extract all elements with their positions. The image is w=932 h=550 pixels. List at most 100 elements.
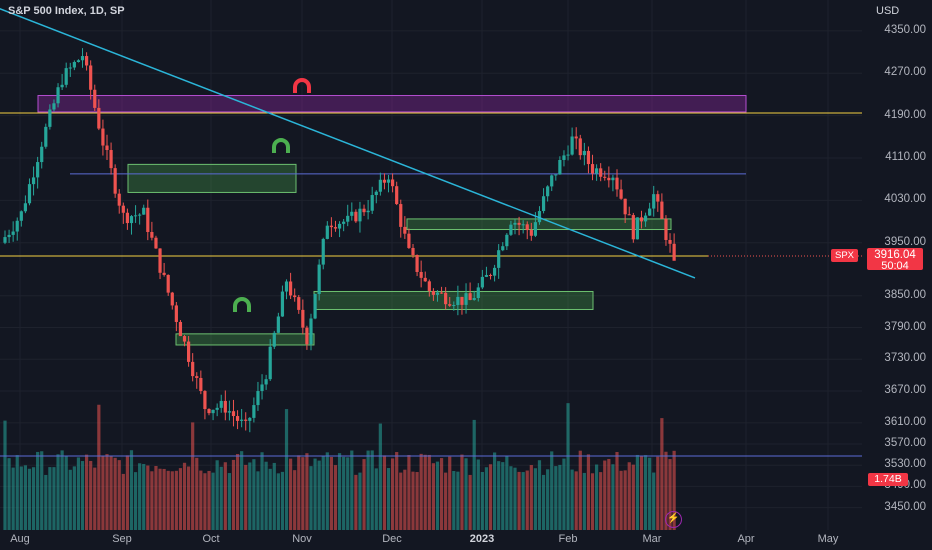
candle-body: [105, 145, 109, 151]
volume-bar: [252, 459, 256, 530]
candle-body: [305, 327, 309, 345]
volume-bar: [142, 463, 146, 530]
candle-body: [460, 296, 464, 305]
volume-bar: [187, 466, 191, 530]
candle-body: [537, 211, 542, 223]
trendline[interactable]: [0, 0, 696, 279]
volume-bar: [138, 463, 142, 530]
candle-body: [660, 201, 664, 219]
volume-bar: [554, 466, 558, 530]
horizontal-levels[interactable]: [0, 112, 862, 457]
volume-bar: [93, 467, 97, 530]
volume-bar: [105, 454, 109, 530]
candle-body: [150, 231, 154, 238]
time-tick-label: Dec: [382, 533, 402, 545]
volume-bar: [7, 458, 11, 530]
price-tick-label: 3610.00: [884, 415, 926, 428]
volume-bar: [415, 472, 419, 530]
candle-body: [619, 189, 623, 199]
candle-body: [276, 316, 280, 333]
candle-body: [7, 234, 11, 238]
supply-zone: [37, 95, 747, 113]
volume-bar: [623, 470, 627, 530]
volume-bar: [244, 464, 248, 530]
candle-body: [529, 230, 533, 236]
volume-bar: [611, 464, 615, 530]
volume-bar: [403, 469, 407, 530]
candle-body: [227, 411, 231, 413]
candle-body: [550, 175, 554, 187]
volume-bar: [248, 462, 252, 530]
candle-body: [337, 223, 342, 229]
candle-body: [191, 361, 195, 377]
volume-bar: [460, 454, 464, 530]
candle-body: [391, 179, 395, 187]
candle-body: [133, 215, 138, 217]
time-tick-label: 2023: [469, 533, 495, 545]
candle-body: [586, 150, 591, 165]
volume-bar: [64, 455, 68, 530]
volume-bar: [23, 465, 27, 530]
volume-bar: [89, 460, 93, 530]
volume-bar: [444, 472, 448, 530]
volume-bar: [342, 456, 346, 530]
volume-bar: [97, 404, 101, 530]
candle-body: [435, 292, 440, 295]
volume-bar: [85, 454, 89, 530]
magnet-red-icon: [293, 78, 311, 93]
volume-bar: [19, 466, 23, 530]
candle-body: [15, 220, 19, 232]
price-tick-label: 4110.00: [885, 151, 926, 164]
volume-bar: [113, 457, 117, 530]
volume-bar: [333, 465, 338, 530]
candle-body: [623, 198, 627, 215]
candle-body: [525, 224, 529, 231]
volume-bar: [378, 423, 382, 530]
price-tick-label: 3670.00: [884, 384, 926, 397]
candle-body: [358, 208, 362, 222]
volume-bar: [76, 457, 81, 530]
candle-body: [574, 136, 578, 139]
volume-bar: [129, 450, 134, 530]
volume-bar: [223, 462, 227, 530]
volume-bar: [595, 464, 599, 530]
demand-zone: [175, 333, 315, 346]
candle-body: [590, 164, 595, 174]
candle-body: [346, 215, 350, 222]
volume-bar: [31, 467, 36, 530]
candle-body: [403, 226, 407, 234]
volume-bar: [235, 453, 240, 530]
volume-bar: [72, 466, 76, 530]
lightning-icon[interactable]: ⚡: [665, 511, 682, 528]
candle-body: [125, 212, 129, 224]
candle-body: [464, 293, 468, 305]
volume-bar: [660, 418, 664, 530]
volume-bar: [509, 466, 513, 530]
candle-body: [505, 234, 509, 247]
candle-body: [321, 238, 325, 265]
volume-bar: [121, 473, 125, 530]
time-tick-label: Oct: [202, 533, 220, 545]
volume-bars: [3, 403, 676, 530]
candle-body: [533, 222, 537, 236]
candle-body: [643, 215, 648, 222]
volume-bar: [182, 462, 187, 530]
volume-bar: [289, 458, 293, 530]
candle-body: [448, 304, 452, 306]
volume-bar: [493, 452, 497, 530]
candle-body: [317, 264, 321, 294]
volume-bar: [301, 457, 305, 530]
time-tick-label: Sep: [112, 533, 132, 545]
volume-bar: [419, 453, 423, 530]
candle-body: [11, 231, 15, 235]
candle-body: [36, 162, 40, 178]
volume-bar: [174, 470, 178, 530]
volume-bar: [476, 459, 480, 530]
candle-body: [68, 67, 72, 69]
candle-body: [386, 179, 391, 183]
volume-bar: [648, 457, 652, 530]
price-tick-label: 4270.00: [884, 66, 926, 79]
volume-bar: [484, 467, 489, 530]
